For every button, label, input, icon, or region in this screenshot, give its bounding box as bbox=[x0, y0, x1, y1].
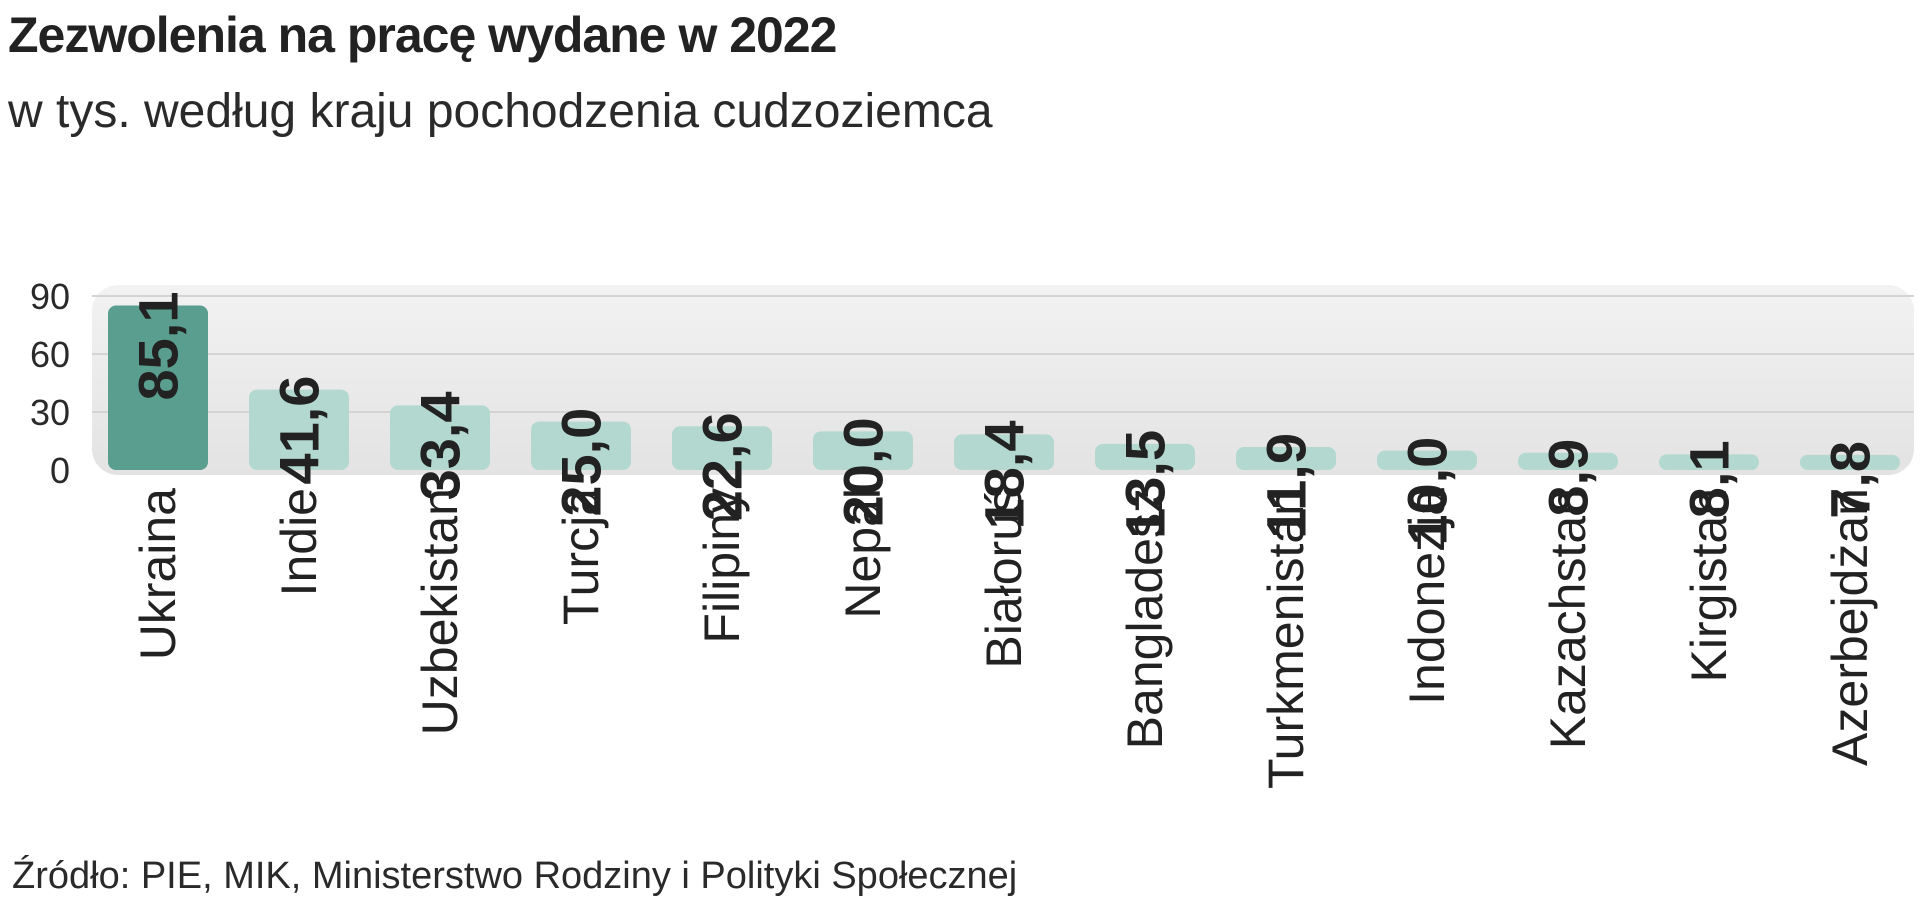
category-labels: Ukraina Indie Uzbekistan Turcja Filipiny Nepa… bbox=[130, 488, 1878, 789]
value-label: 7,8 bbox=[1819, 441, 1882, 519]
bars bbox=[108, 305, 1900, 470]
bar-indonezja bbox=[1377, 450, 1477, 470]
bar-białoruś bbox=[954, 434, 1054, 470]
category-label: Azerbejdżan bbox=[1822, 488, 1878, 766]
value-label: 33,4 bbox=[409, 391, 472, 500]
value-label: 25,0 bbox=[550, 408, 613, 517]
category-label: Indonezja bbox=[1399, 488, 1455, 705]
category-label: Filipiny bbox=[694, 488, 750, 644]
y-axis: 0 30 60 90 bbox=[30, 276, 70, 491]
y-tick-label: 30 bbox=[30, 392, 70, 433]
category-label: Turkmenistan bbox=[1258, 488, 1314, 789]
bar-filipiny bbox=[672, 426, 772, 470]
source-note: Źródło: PIE, MIK, Ministerstwo Rodziny i… bbox=[12, 855, 1018, 897]
value-label: 11,9 bbox=[1255, 433, 1318, 539]
category-label: Kirgistan bbox=[1681, 488, 1737, 683]
bar-kirgistan bbox=[1659, 454, 1759, 470]
bar-uzbekistan bbox=[390, 405, 490, 470]
category-label: Kazachstan bbox=[1540, 488, 1596, 749]
bar-azerbejdżan bbox=[1800, 454, 1900, 470]
category-label: Ukraina bbox=[130, 488, 186, 660]
value-labels: 85,1 41,6 33,4 25,0 22,6 20,0 18,4 13,5 11,9 10,0… bbox=[127, 291, 1882, 545]
chart-title: Zezwolenia na pracę wydane w 2022 bbox=[8, 7, 837, 63]
y-tick-label: 60 bbox=[30, 334, 70, 375]
bar-indie bbox=[249, 389, 349, 470]
value-label: 22,6 bbox=[691, 412, 754, 521]
value-label: 13,5 bbox=[1114, 430, 1177, 539]
category-label: Uzbekistan bbox=[412, 488, 468, 735]
bar-turcja bbox=[531, 421, 631, 470]
y-tick-label: 0 bbox=[50, 450, 70, 491]
category-label: Bangladesz bbox=[1117, 488, 1173, 749]
value-label: 41,6 bbox=[268, 376, 331, 485]
category-label: Białoruś bbox=[976, 488, 1032, 669]
bar-turkmenistan bbox=[1236, 446, 1336, 470]
category-label: Turcja bbox=[553, 488, 609, 625]
value-label: 8,1 bbox=[1678, 440, 1741, 518]
value-label: 8,9 bbox=[1537, 439, 1600, 517]
bar-ukraina bbox=[108, 305, 208, 470]
y-tick-label: 90 bbox=[30, 276, 70, 317]
category-label: Indie bbox=[271, 488, 327, 596]
category-label: Nepal bbox=[835, 488, 891, 619]
value-label: 85,1 bbox=[127, 291, 190, 400]
bar-nepal bbox=[813, 431, 913, 470]
value-label: 10,0 bbox=[1396, 437, 1459, 546]
bar-bangladesz bbox=[1095, 443, 1195, 470]
value-label: 20,0 bbox=[832, 417, 895, 526]
bar-kazachstan bbox=[1518, 452, 1618, 470]
value-label: 18,4 bbox=[973, 420, 1036, 529]
chart-subtitle: w tys. według kraju pochodzenia cudzozie… bbox=[8, 85, 993, 138]
